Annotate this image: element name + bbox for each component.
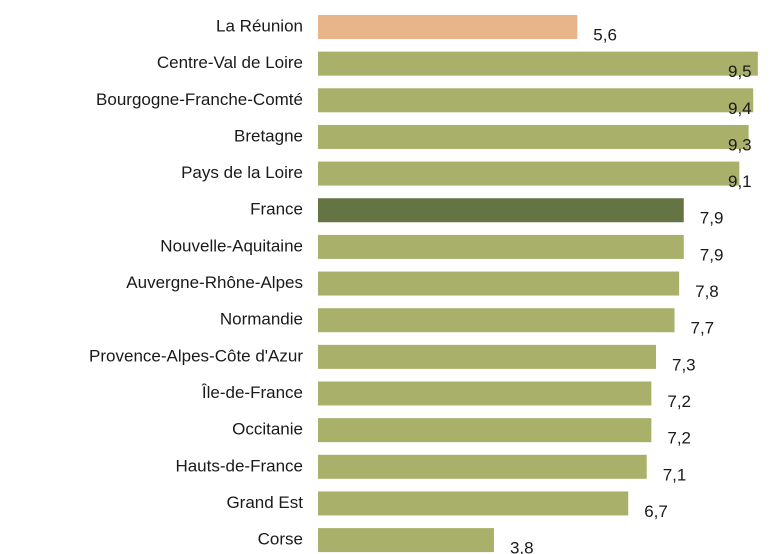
bar	[318, 491, 629, 516]
value-label: 7,2	[667, 429, 691, 448]
value-label: 7,8	[695, 282, 719, 301]
bar	[318, 308, 675, 333]
bar	[318, 51, 758, 76]
value-label: 7,9	[700, 245, 724, 264]
value-label: 6,7	[644, 502, 668, 521]
category-label: Bourgogne-Franche-Comté	[96, 90, 303, 109]
value-label: 9,1	[728, 172, 752, 191]
category-label: Provence-Alpes-Côte d'Azur	[89, 346, 303, 365]
value-label: 5,6	[593, 25, 617, 44]
category-label: Nouvelle-Aquitaine	[160, 236, 303, 255]
bar	[318, 344, 656, 369]
value-label: 9,3	[728, 135, 752, 154]
value-label: 3,8	[510, 539, 534, 554]
bar	[318, 161, 740, 186]
bar	[318, 88, 754, 113]
value-label: 7,2	[667, 392, 691, 411]
category-label: Normandie	[220, 310, 303, 329]
value-label: 7,3	[672, 355, 696, 374]
bar	[318, 198, 684, 223]
category-label: Île-de-France	[201, 383, 303, 402]
bar	[318, 454, 647, 479]
value-label: 7,9	[700, 209, 724, 228]
bar	[318, 124, 749, 149]
category-label: Hauts-de-France	[175, 456, 303, 475]
value-label: 9,4	[728, 99, 752, 118]
category-label: France	[250, 200, 303, 219]
category-label: Corse	[258, 530, 303, 549]
category-label: Pays de la Loire	[181, 163, 303, 182]
bar	[318, 528, 494, 553]
category-label: Grand Est	[226, 493, 303, 512]
bar	[318, 234, 684, 259]
category-label: Centre-Val de Loire	[157, 53, 303, 72]
category-label: La Réunion	[216, 16, 303, 35]
bar	[318, 271, 680, 296]
category-label: Auvergne-Rhône-Alpes	[126, 273, 303, 292]
bar	[318, 15, 578, 39]
bar	[318, 418, 652, 443]
value-label: 9,5	[728, 62, 752, 81]
category-label: Bretagne	[234, 126, 303, 145]
value-label: 7,1	[663, 465, 687, 484]
category-label: Occitanie	[232, 420, 303, 439]
bar	[318, 381, 652, 406]
value-label: 7,7	[691, 319, 715, 338]
